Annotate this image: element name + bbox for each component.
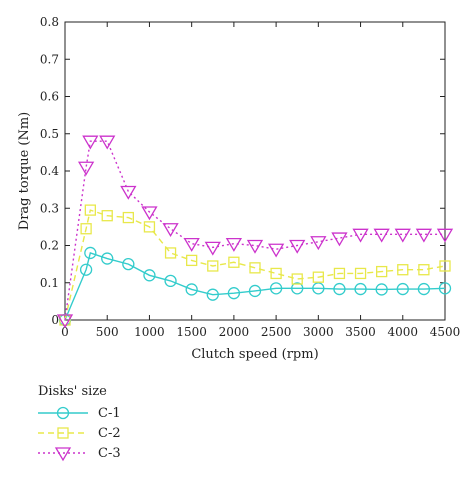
- data-point-c-3: [183, 237, 200, 252]
- data-point-c-1: [101, 252, 114, 265]
- y-tick-label: 0: [51, 313, 59, 327]
- data-point-c-3: [267, 243, 285, 258]
- x-tick-label: 4000: [388, 325, 419, 339]
- data-point-c-2: [333, 267, 346, 280]
- data-point-c-3: [415, 228, 433, 243]
- x-axis-label: Clutch speed (rpm): [191, 347, 318, 362]
- data-point-c-1: [312, 282, 325, 295]
- data-point-c-2: [270, 267, 282, 280]
- data-point-c-2: [439, 260, 451, 272]
- x-tick-label: 2000: [219, 325, 250, 339]
- data-point-c-2: [84, 204, 96, 216]
- data-point-c-1: [438, 282, 452, 295]
- legend-swatch-marker: [56, 406, 70, 420]
- data-point-c-1: [333, 282, 346, 296]
- series-line-c-3: [64, 140, 445, 321]
- data-point-c-2: [418, 264, 430, 276]
- legend: Disks' size C-1 C-2 C-3: [38, 384, 121, 462]
- data-point-c-3: [120, 185, 137, 200]
- data-point-c-2: [101, 210, 113, 222]
- data-point-c-1: [185, 283, 198, 296]
- series-markers: [56, 135, 454, 329]
- x-tick-label: 2500: [261, 325, 292, 339]
- legend-swatch-marker: [54, 447, 72, 462]
- data-point-c-3: [99, 135, 116, 150]
- x-tick-label: 3500: [345, 325, 376, 339]
- data-point-c-3: [141, 206, 158, 221]
- data-point-c-1: [396, 282, 409, 296]
- y-tick-label: 0.8: [40, 15, 59, 29]
- data-point-c-1: [375, 283, 388, 296]
- data-point-c-3: [436, 228, 454, 243]
- data-point-c-1: [269, 282, 283, 295]
- y-tick-label: 0.2: [40, 239, 59, 253]
- y-axis: 0 0.1 0.2 0.3 0.4 0.5 0.6 0.7 0.8: [40, 15, 445, 327]
- data-point-c-1: [143, 269, 156, 282]
- series-lines: [64, 140, 446, 321]
- x-axis: 0 500 1000 1500 2000 2500 3000 3500 4000 4500: [61, 22, 460, 339]
- x-tick-label: 4500: [430, 325, 461, 339]
- data-point-c-3: [394, 228, 411, 243]
- data-point-c-2: [164, 247, 177, 259]
- data-point-c-2: [397, 264, 409, 276]
- data-point-c-2: [312, 271, 324, 283]
- series-line-c-2: [64, 209, 446, 321]
- x-tick-label: 3000: [303, 325, 334, 339]
- series-line-c-1: [64, 252, 446, 321]
- data-point-c-2: [228, 256, 240, 268]
- data-point-c-2: [291, 273, 303, 285]
- data-point-c-1: [206, 288, 219, 301]
- legend-swatch-marker: [57, 427, 69, 439]
- y-tick-label: 0.5: [40, 127, 59, 141]
- data-point-c-2: [207, 260, 219, 272]
- legend-label: C-3: [98, 446, 121, 461]
- data-point-c-2: [186, 254, 198, 267]
- data-point-c-1: [164, 274, 177, 288]
- data-point-c-1: [417, 282, 431, 296]
- legend-label: C-2: [98, 426, 121, 441]
- y-tick-label: 0.4: [40, 164, 59, 178]
- data-point-c-3: [162, 223, 179, 238]
- x-tick-label: 1000: [134, 325, 165, 339]
- data-point-c-1: [354, 282, 367, 296]
- data-point-c-2: [80, 223, 92, 235]
- x-tick-label: 1500: [176, 325, 207, 339]
- data-point-c-2: [354, 267, 367, 280]
- data-point-c-1: [227, 287, 241, 300]
- y-tick-label: 0.1: [40, 276, 59, 290]
- data-point-c-1: [291, 282, 304, 295]
- x-tick-label: 0: [61, 325, 69, 339]
- data-point-c-1: [122, 257, 135, 271]
- data-point-c-3: [82, 135, 99, 150]
- y-axis-label: Drag torque (Nm): [17, 112, 32, 230]
- data-point-c-3: [331, 232, 348, 247]
- data-point-c-3: [246, 239, 264, 254]
- data-point-c-2: [143, 221, 156, 233]
- legend-title: Disks' size: [38, 384, 107, 399]
- data-point-c-3: [289, 239, 306, 254]
- data-point-c-3: [310, 236, 327, 251]
- y-tick-label: 0.6: [40, 90, 59, 104]
- data-point-c-3: [373, 228, 390, 243]
- x-tick-label: 500: [96, 325, 119, 339]
- data-point-c-3: [204, 241, 221, 256]
- data-point-c-1: [79, 263, 93, 276]
- legend-label: C-1: [98, 406, 121, 421]
- data-point-c-3: [56, 314, 74, 329]
- data-point-c-2: [376, 265, 388, 278]
- data-point-c-2: [249, 262, 261, 274]
- data-point-c-3: [352, 228, 369, 243]
- data-point-c-1: [248, 284, 262, 298]
- data-point-c-1: [84, 246, 97, 260]
- data-point-c-3: [77, 161, 95, 176]
- plot-frame: [64, 21, 446, 321]
- y-tick-label: 0.3: [40, 201, 59, 215]
- data-point-c-2: [122, 211, 134, 224]
- data-point-c-3: [225, 237, 243, 252]
- y-tick-label: 0.7: [40, 52, 59, 66]
